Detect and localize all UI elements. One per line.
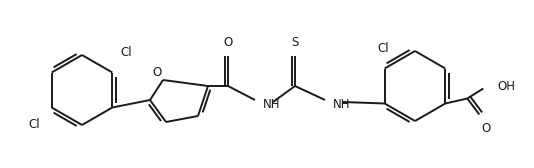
Text: OH: OH	[497, 80, 515, 93]
Text: Cl: Cl	[377, 41, 389, 54]
Text: NH: NH	[333, 97, 350, 111]
Text: NH: NH	[263, 97, 280, 111]
Text: Cl: Cl	[120, 46, 132, 58]
Text: O: O	[223, 36, 233, 49]
Text: Cl: Cl	[28, 117, 40, 131]
Text: O: O	[152, 67, 162, 79]
Text: S: S	[292, 36, 299, 49]
Text: O: O	[481, 121, 491, 135]
